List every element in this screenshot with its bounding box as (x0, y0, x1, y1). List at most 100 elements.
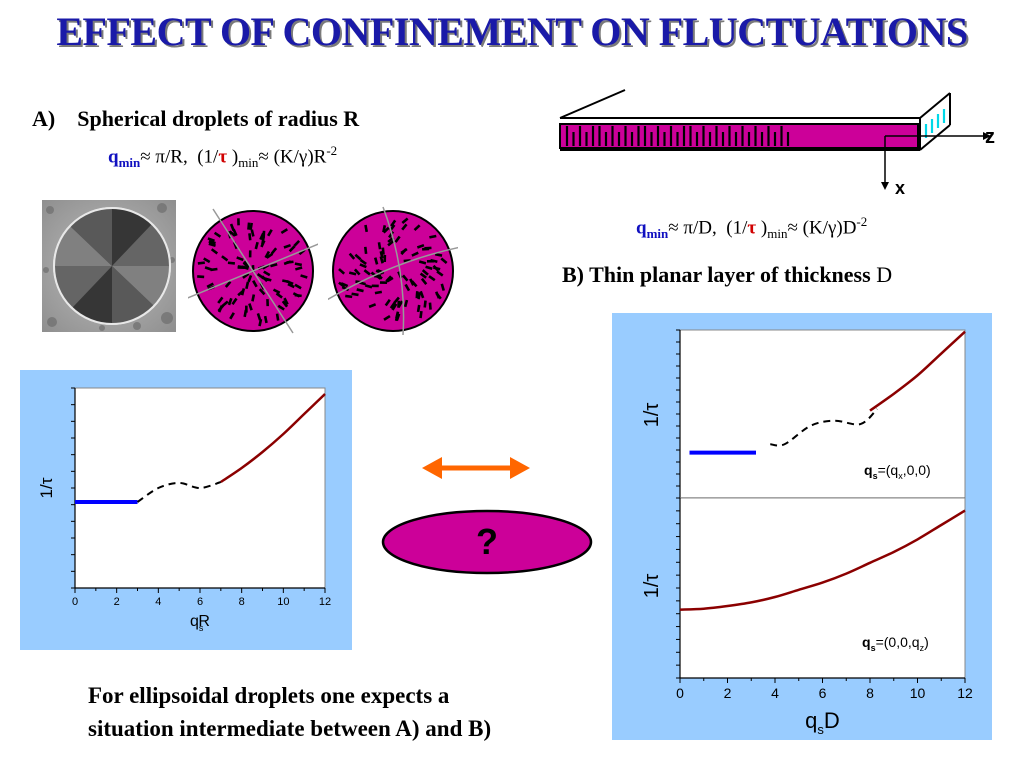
director-dash (275, 292, 283, 299)
double-arrow-icon (420, 455, 532, 481)
director-dash (359, 258, 367, 266)
planar-layer-diagram: z x (555, 88, 1005, 198)
legend-qs-x: qs=(qx,0,0) (864, 462, 931, 481)
director-dash (395, 313, 401, 321)
axis-x-label: x (895, 178, 905, 198)
inv-open: (1/ (197, 146, 219, 168)
director-dash (283, 243, 291, 249)
tau-symbol: τ (218, 146, 228, 168)
approx-pi-r: ≈ π/R, (140, 146, 188, 168)
director-dash (294, 293, 302, 298)
axis-z-label: z (985, 126, 995, 148)
director-dash (417, 292, 421, 300)
director-dash (403, 299, 409, 308)
director-dash (418, 260, 427, 265)
director-dash (387, 239, 395, 247)
director-dash (227, 297, 233, 306)
director-dash (258, 288, 266, 296)
section-a-text: Spherical droplets of radius R (77, 106, 360, 131)
tau-min-sub-b: min (767, 226, 788, 242)
director-dash (272, 288, 281, 294)
disclination-line (212, 208, 294, 334)
section-b-var: D (876, 262, 893, 287)
director-dash (364, 224, 369, 233)
director-dash (258, 318, 263, 327)
director-dash (388, 230, 395, 239)
director-dash (231, 297, 238, 306)
director-dash (430, 258, 438, 263)
director-dash (259, 232, 265, 241)
y-axis-label-top: 1/τ (641, 403, 663, 428)
section-b-heading: B) Thin planar layer of thickness D (562, 262, 892, 288)
x-tick-label: 2 (114, 596, 120, 608)
tau-min-sub: min (238, 155, 259, 171)
director-dash (434, 252, 443, 257)
director-dash (381, 247, 385, 255)
director-dash (248, 233, 252, 241)
director-dash (203, 257, 211, 264)
director-dash (293, 239, 301, 247)
director-dash (353, 268, 361, 276)
director-dash (213, 231, 222, 238)
director-dash (440, 257, 448, 264)
ellipsoidal-question-ellipse: ? (380, 508, 594, 576)
series-line-solid-red (220, 393, 326, 484)
disclination-line (324, 246, 462, 302)
director-dash (240, 288, 246, 296)
director-dash (232, 228, 238, 237)
director-dash (363, 246, 368, 254)
director-dash (210, 248, 219, 255)
exponent-b: -2 (856, 214, 868, 229)
paren-close-b: ) (760, 217, 768, 239)
x-tick-label: 4 (155, 596, 161, 608)
director-dash (281, 300, 289, 308)
x-tick-label: 6 (197, 596, 203, 608)
director-dash (356, 288, 364, 293)
q-min-sub-b: min (646, 226, 669, 242)
series-line-dashed (136, 481, 222, 503)
disclination-line (382, 206, 405, 336)
director-dash (401, 274, 409, 282)
director-dash (208, 240, 216, 245)
x-tick-label: 2 (724, 685, 732, 701)
director-dash (267, 229, 273, 237)
x-tick-label: 12 (957, 685, 973, 701)
director-dash (286, 280, 294, 286)
director-dash (294, 262, 303, 267)
y-axis-label: 1/τ (37, 477, 56, 498)
director-dash (229, 312, 235, 320)
director-dash (368, 303, 377, 309)
director-dash (416, 304, 421, 313)
director-dash (374, 290, 383, 295)
director-dash (263, 315, 268, 324)
director-dash (416, 243, 425, 249)
director-dash (229, 223, 235, 232)
director-dash (390, 219, 397, 227)
director-dash (263, 270, 271, 277)
director-dash (413, 224, 421, 231)
plot-area (74, 387, 326, 589)
director-dash (377, 242, 382, 250)
director-dash (428, 275, 436, 282)
director-dash (425, 265, 433, 271)
legend-qs-z: qs=(0,0,qz) (862, 634, 929, 653)
y-axis-label-bottom: 1/τ (641, 574, 663, 599)
question-mark: ? (476, 521, 498, 562)
approx-pi-d: ≈ π/D, (668, 217, 717, 239)
director-dash (338, 268, 346, 275)
director-dash (401, 217, 409, 225)
director-dash (286, 260, 294, 264)
director-dash (197, 261, 205, 265)
q-min-sub: min (118, 155, 141, 171)
director-dash (247, 274, 253, 283)
director-dash (242, 272, 250, 279)
director-dash (379, 256, 384, 264)
director-dash (389, 301, 396, 309)
exponent: -2 (326, 143, 338, 158)
director-dash (254, 241, 259, 250)
series-line-dashed (770, 408, 878, 447)
director-dash (403, 259, 411, 263)
director-dash (207, 237, 215, 243)
x-tick-label: 8 (866, 685, 874, 701)
director-dash (206, 282, 214, 289)
